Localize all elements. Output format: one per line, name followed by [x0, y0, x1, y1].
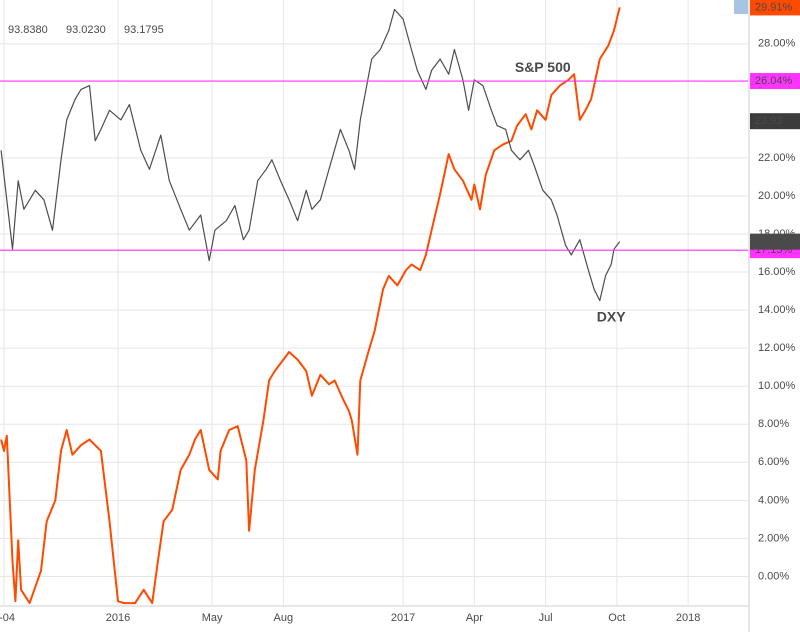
series-line [0, 7, 621, 605]
y-tick-label: 22.00% [758, 152, 796, 164]
y-tick-label: 8.00% [758, 418, 789, 430]
annotation: DXY [597, 308, 626, 324]
grid [0, 0, 748, 605]
y-tick-label: 4.00% [758, 494, 789, 506]
y-tick-label: 0.00% [758, 570, 789, 582]
price-badge-label: 23.93 [755, 115, 783, 127]
price-badge-label: 29.91% [755, 1, 793, 13]
series-line [0, 8, 621, 302]
price-badge [750, 0, 800, 16]
price-badge-label: 26.04% [755, 75, 793, 87]
legend-value: 93.1795 [124, 24, 164, 36]
y-tick-label: 12.00% [758, 342, 796, 354]
y-tick-label: 2.00% [758, 532, 789, 544]
x-tick-label: Apr [466, 612, 483, 624]
price-badge [750, 73, 800, 90]
price-badge [750, 113, 800, 130]
price-badge [750, 233, 800, 250]
y-tick-label: 20.00% [758, 190, 796, 202]
y-tick-label: 16.00% [758, 266, 796, 278]
y-tick-label: 28.00% [758, 38, 796, 50]
legend-value: 93.8380 [8, 24, 48, 36]
x-tick-label: 2017 [391, 612, 415, 624]
x-tick-label: 8-04 [0, 612, 15, 624]
annotation: S&P 500 [515, 59, 571, 75]
x-tick-label: Jul [539, 612, 553, 624]
x-tick-label: Oct [608, 612, 625, 624]
y-tick-label: 14.00% [758, 304, 796, 316]
x-tick-label: Aug [274, 612, 294, 624]
y-tick-label: 6.00% [758, 456, 789, 468]
legend-value: 93.0230 [66, 24, 106, 36]
price-badge-label: 17.60% [755, 236, 793, 248]
plot [0, 7, 748, 605]
y-tick-label: 10.00% [758, 380, 796, 392]
x-tick-label: 2018 [676, 612, 700, 624]
x-tick-label: 2016 [106, 612, 130, 624]
info-icon[interactable] [734, 0, 748, 14]
x-tick-label: May [202, 612, 223, 624]
